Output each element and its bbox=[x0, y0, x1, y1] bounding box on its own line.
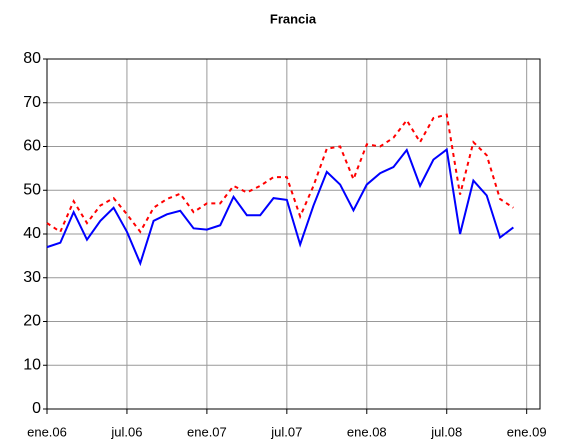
y-tick-label: 20 bbox=[23, 313, 41, 330]
y-tick-label: 40 bbox=[23, 225, 41, 242]
x-tick-label: jul.08 bbox=[430, 424, 462, 439]
y-tick-label: 60 bbox=[23, 138, 41, 155]
chart-title: Francia bbox=[270, 11, 317, 26]
x-tick-label: ene.09 bbox=[507, 424, 547, 439]
y-tick-label: 80 bbox=[23, 50, 41, 67]
x-tick-label: ene.06 bbox=[27, 424, 67, 439]
y-tick-label: 50 bbox=[23, 181, 41, 198]
series-line bbox=[46, 147, 514, 267]
y-tick-label: 70 bbox=[23, 94, 41, 111]
x-tick-label: jul.07 bbox=[270, 424, 302, 439]
y-tick-label: 10 bbox=[23, 356, 41, 373]
y-tick-label: 30 bbox=[23, 269, 41, 286]
x-tick-label: ene.07 bbox=[187, 424, 227, 439]
y-tick-label: 0 bbox=[32, 400, 41, 417]
plot-frame bbox=[46, 58, 541, 410]
x-tick-label: jul.06 bbox=[110, 424, 142, 439]
series-line bbox=[46, 113, 514, 234]
x-tick-label: ene.08 bbox=[347, 424, 387, 439]
